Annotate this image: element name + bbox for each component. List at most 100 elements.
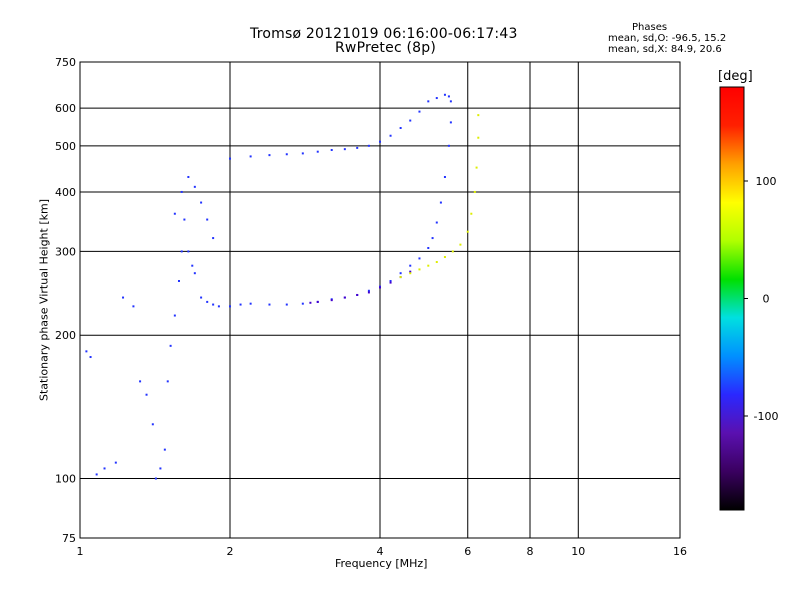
data-point <box>356 146 359 149</box>
x-tick-label: 1 <box>77 545 84 558</box>
x-tick-label: 2 <box>227 545 234 558</box>
data-point <box>451 250 454 253</box>
data-point <box>249 302 252 305</box>
data-point <box>217 305 220 308</box>
data-points <box>85 93 480 480</box>
data-point <box>163 448 166 451</box>
data-point <box>447 95 450 98</box>
colorbar-tick-label: -100 <box>754 410 779 423</box>
y-tick-label: 200 <box>55 329 76 342</box>
data-point <box>447 144 450 147</box>
data-point <box>399 276 402 279</box>
y-tick-label: 75 <box>62 532 76 545</box>
data-point <box>114 461 117 464</box>
y-tick-label: 100 <box>55 473 76 486</box>
data-point <box>166 380 169 383</box>
x-tick-label: 6 <box>464 545 471 558</box>
data-point <box>301 152 304 155</box>
data-point <box>399 272 402 275</box>
data-point <box>285 153 288 156</box>
data-point <box>418 268 421 271</box>
phase-stats-o: mean, sd,O: -96.5, 15.2 <box>608 33 727 44</box>
data-point <box>180 250 183 253</box>
colorbar-tick-label: 0 <box>763 293 770 306</box>
data-point <box>268 303 271 306</box>
data-point <box>439 201 442 204</box>
y-tick-label: 750 <box>55 56 76 69</box>
data-point <box>367 144 370 147</box>
x-axis-label: Frequency [MHz] <box>335 557 428 570</box>
data-point <box>173 314 176 317</box>
data-point <box>409 119 412 122</box>
data-point <box>330 148 333 151</box>
colorbar-gradient <box>720 87 744 510</box>
data-point <box>193 185 196 188</box>
data-point <box>145 393 148 396</box>
x-tick-label: 10 <box>571 545 585 558</box>
data-point <box>154 477 157 480</box>
y-tick-label: 600 <box>55 102 76 115</box>
data-point <box>229 305 231 308</box>
data-point <box>200 296 203 299</box>
data-point <box>418 257 421 260</box>
data-point <box>343 148 346 151</box>
data-point <box>89 356 92 359</box>
data-point <box>212 237 215 240</box>
data-point <box>229 157 231 160</box>
x-axis-ticks: 1 2 4 6 8 10 16 <box>77 545 688 558</box>
data-point <box>159 467 162 470</box>
data-point <box>187 250 190 253</box>
data-point <box>103 467 106 470</box>
data-point <box>309 301 312 304</box>
data-point <box>399 127 402 130</box>
data-point <box>427 100 430 103</box>
data-point <box>477 136 480 139</box>
data-point <box>427 264 430 267</box>
data-point <box>356 293 359 296</box>
data-point <box>367 291 370 294</box>
data-point <box>389 280 392 283</box>
data-point <box>139 380 142 383</box>
data-point <box>191 264 194 267</box>
data-point <box>473 190 476 193</box>
y-axis-label: Stationary phase Virtual Height [km] <box>37 198 51 402</box>
data-point <box>193 272 196 275</box>
data-point <box>173 212 176 215</box>
y-tick-label: 400 <box>55 186 76 199</box>
data-point <box>389 281 392 284</box>
data-point <box>85 350 88 353</box>
data-point <box>427 247 430 250</box>
data-point <box>180 190 183 193</box>
colorbar-ticks: 100 0 -100 <box>719 86 779 511</box>
y-axis-ticks: 75 100 200 300 400 500 600 750 <box>55 56 76 545</box>
x-tick-label: 4 <box>377 545 384 558</box>
data-point <box>470 212 473 215</box>
data-point <box>449 100 452 103</box>
phase-stats-x: mean, sd,X: 84.9, 20.6 <box>608 44 722 55</box>
data-point <box>379 286 381 289</box>
data-point <box>316 150 319 153</box>
colorbar-tick-label: 100 <box>756 175 777 188</box>
data-point <box>379 140 381 143</box>
data-point <box>435 97 438 100</box>
data-point <box>177 280 180 283</box>
data-point <box>95 473 98 476</box>
data-point <box>330 299 333 302</box>
data-point <box>475 166 478 169</box>
data-point <box>316 300 319 303</box>
data-point <box>187 175 190 178</box>
data-point <box>301 302 304 305</box>
data-point <box>206 218 209 221</box>
data-point <box>169 344 172 347</box>
data-point <box>343 296 346 299</box>
data-point <box>206 300 209 303</box>
data-point <box>122 296 125 299</box>
data-point <box>443 256 446 259</box>
data-point <box>132 305 135 308</box>
data-point <box>249 155 252 158</box>
data-point <box>367 289 370 292</box>
data-point <box>443 93 446 96</box>
data-point <box>389 134 392 137</box>
data-point <box>418 110 421 113</box>
